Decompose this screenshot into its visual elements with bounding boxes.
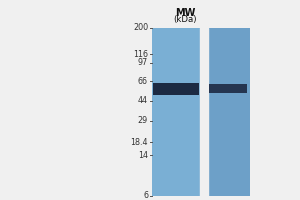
Text: (kDa): (kDa) xyxy=(173,15,197,24)
Text: MW: MW xyxy=(175,8,195,18)
Bar xyxy=(208,28,250,196)
Text: 44: 44 xyxy=(138,96,148,105)
Text: 18.4: 18.4 xyxy=(130,138,148,147)
Bar xyxy=(209,84,247,93)
Text: 97: 97 xyxy=(138,58,148,67)
Text: 116: 116 xyxy=(133,50,148,59)
Text: 66: 66 xyxy=(138,77,148,86)
Text: 29: 29 xyxy=(138,116,148,125)
Bar xyxy=(152,28,200,196)
Text: 200: 200 xyxy=(133,23,148,32)
Bar xyxy=(153,83,199,95)
Text: 14: 14 xyxy=(138,151,148,160)
Text: 6: 6 xyxy=(143,192,148,200)
